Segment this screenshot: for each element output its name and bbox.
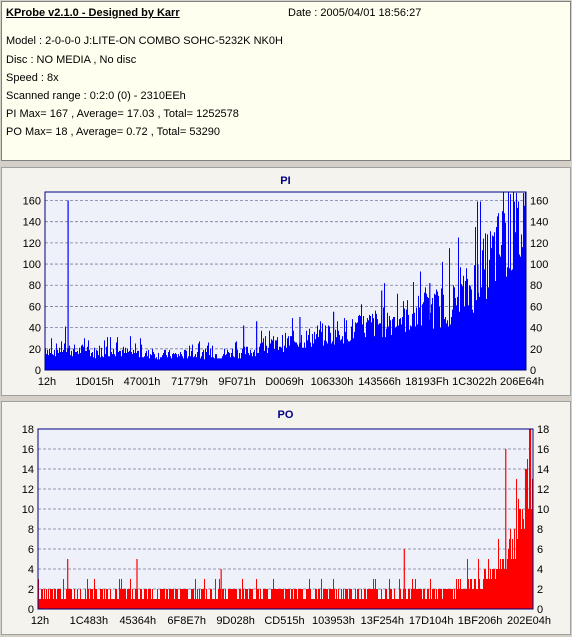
po-summary-line: PO Max= 18 , Average= 0.72 , Total= 5329… xyxy=(6,126,220,138)
pi-ytick-left: 20 xyxy=(29,344,41,356)
po-xtick: 9D028h xyxy=(216,615,255,627)
pi-data-bars xyxy=(45,192,526,370)
po-ytick-right: 10 xyxy=(537,504,549,516)
po-ytick-left: 6 xyxy=(28,544,34,556)
pi-xtick: 71779h xyxy=(171,376,208,388)
pi-ytick-right: 80 xyxy=(530,280,542,292)
po-ytick-right: 16 xyxy=(537,444,549,456)
po-xtick: 17D104h xyxy=(409,615,454,627)
pi-ytick-left: 100 xyxy=(23,259,41,271)
pi-ytick-left: 60 xyxy=(29,301,41,313)
pi-ytick-left: 140 xyxy=(23,217,41,229)
pi-xtick: 1D015h xyxy=(75,376,114,388)
po-xtick: 103953h xyxy=(312,615,355,627)
pi-ytick-left: 40 xyxy=(29,323,41,335)
po-ytick-left: 14 xyxy=(22,464,34,476)
po-ytick-right: 2 xyxy=(537,584,543,596)
pi-xtick: 106330h xyxy=(311,376,354,388)
po-ytick-right: 8 xyxy=(537,524,543,536)
po-ytick-right: 4 xyxy=(537,564,543,576)
pi-xtick: D0069h xyxy=(265,376,304,388)
po-ytick-left: 18 xyxy=(22,424,34,436)
po-ytick-left: 12 xyxy=(22,484,34,496)
pi-xtick: 143566h xyxy=(358,376,401,388)
po-ytick-right: 6 xyxy=(537,544,543,556)
pi-ytick-right: 40 xyxy=(530,323,542,335)
scan-info-panel: KProbe v2.1.0 - Designed by Karr Date : … xyxy=(1,1,571,161)
po-ytick-left: 16 xyxy=(22,444,34,456)
disc-line: Disc : NO MEDIA , No disc xyxy=(6,54,137,66)
pi-chart-panel: PI 0 0 20 20 40 40 60 60 80 80 100 100 120 120 140 140 16… xyxy=(1,167,571,396)
po-ytick-right: 12 xyxy=(537,484,549,496)
pi-ytick-right: 160 xyxy=(530,195,548,207)
po-plot-border xyxy=(37,428,534,610)
pi-chart-title: PI xyxy=(280,175,290,187)
pi-ytick-right: 120 xyxy=(530,238,548,250)
pi-xtick: 18193Fh xyxy=(405,376,448,388)
po-ytick-left: 10 xyxy=(22,504,34,516)
pi-ytick-left: 80 xyxy=(29,280,41,292)
pi-ytick-left: 160 xyxy=(23,195,41,207)
range-line: Scanned range : 0:2:0 (0) - 2310EEh xyxy=(6,90,186,102)
po-ytick-right: 0 xyxy=(537,604,543,616)
model-line: Model : 2-0-0-0 J:LITE-ON COMBO SOHC-523… xyxy=(6,35,283,47)
po-ytick-right: 18 xyxy=(537,424,549,436)
po-ytick-right: 14 xyxy=(537,464,549,476)
pi-xtick: 12h xyxy=(38,376,56,388)
po-chart-panel: PO 0 0 2 2 4 4 6 6 8 8 10 10 12 12 14 14 16 16 18 18 12h 1C483… xyxy=(1,401,571,635)
pi-ytick-right: 100 xyxy=(530,259,548,271)
po-xtick: 12h xyxy=(31,615,49,627)
po-ytick-left: 2 xyxy=(28,584,34,596)
po-xtick: 1C483h xyxy=(70,615,109,627)
pi-chart: PI 0 0 20 20 40 40 60 60 80 80 100 100 120 120 140 140 16… xyxy=(23,175,549,388)
po-plot-area xyxy=(37,428,534,610)
po-xtick: 202E04h xyxy=(507,615,551,627)
po-xtick: 13F254h xyxy=(361,615,404,627)
pi-xtick: 1C3022h xyxy=(452,376,497,388)
po-xtick: 1BF206h xyxy=(458,615,503,627)
po-chart: PO 0 0 2 2 4 4 6 6 8 8 10 10 12 12 14 14 16 16 18 18 12h 1C483… xyxy=(22,409,551,627)
pi-summary-line: PI Max= 167 , Average= 17.03 , Total= 12… xyxy=(6,108,239,120)
pi-xtick: 206E64h xyxy=(500,376,544,388)
app-title: KProbe v2.1.0 - Designed by Karr xyxy=(6,7,180,19)
po-xtick: 45364h xyxy=(119,615,156,627)
pi-plot-border xyxy=(44,191,527,371)
scan-date: Date : 2005/04/01 18:56:27 xyxy=(288,7,422,19)
pi-xtick: 47001h xyxy=(124,376,161,388)
po-ytick-left: 4 xyxy=(28,564,34,576)
pi-ytick-right: 60 xyxy=(530,301,542,313)
po-ytick-left: 0 xyxy=(28,604,34,616)
pi-ytick-left: 120 xyxy=(23,238,41,250)
pi-xtick: 9F071h xyxy=(218,376,255,388)
po-xtick: 6F8E7h xyxy=(167,615,206,627)
pi-ytick-left: 0 xyxy=(35,365,41,377)
po-ytick-left: 8 xyxy=(28,524,34,536)
pi-ytick-right: 140 xyxy=(530,217,548,229)
pi-ytick-right: 0 xyxy=(530,365,536,377)
pi-ytick-right: 20 xyxy=(530,344,542,356)
po-data-bars xyxy=(38,429,533,609)
po-chart-title: PO xyxy=(278,409,294,421)
speed-line: Speed : 8x xyxy=(6,72,59,84)
po-xtick: CD515h xyxy=(264,615,304,627)
